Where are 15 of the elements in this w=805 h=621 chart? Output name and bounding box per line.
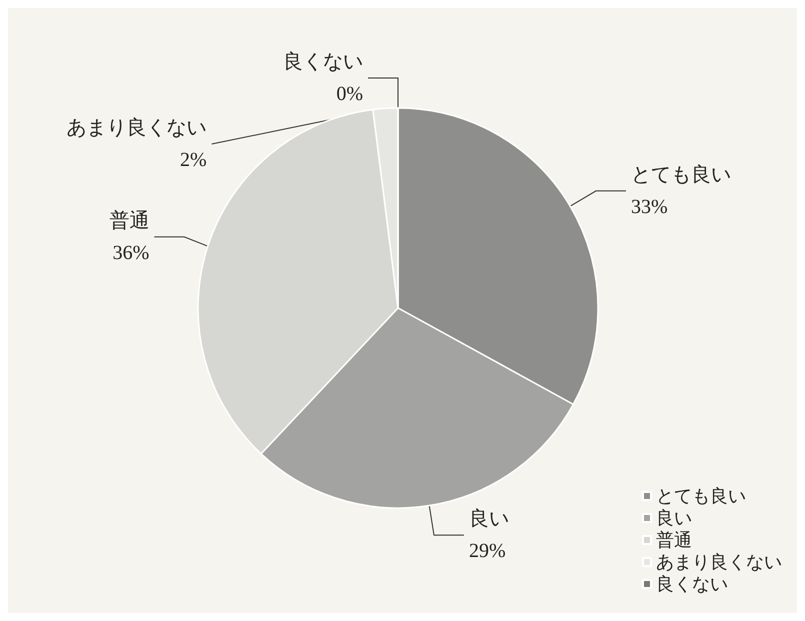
legend-label: 普通 [656, 530, 692, 550]
data-label: 33% [630, 196, 668, 218]
slice-label: とても良い [630, 164, 731, 186]
legend-label: あまり良くない [656, 552, 782, 572]
text: 0% [336, 83, 363, 105]
legend-label: 良くない [656, 574, 728, 594]
category-label: 良くない [283, 51, 363, 73]
data-label: 36% [112, 242, 150, 264]
data-label: 2% [180, 149, 207, 171]
data-label: 29% [468, 540, 506, 562]
slice-label: 普通 [109, 208, 150, 232]
slice-label: あまり良くない [66, 117, 207, 139]
slice-label: 良い [468, 508, 509, 530]
legend-label: 良い [656, 508, 692, 528]
legend-label: とても良い [656, 486, 746, 506]
